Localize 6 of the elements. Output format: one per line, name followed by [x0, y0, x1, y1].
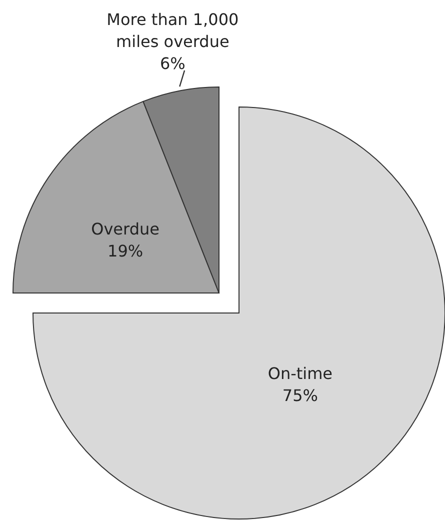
slice-label: Overdue	[91, 219, 160, 238]
slice-label: More than 1,000 miles overdue	[106, 10, 239, 52]
slice-label: On-time	[268, 364, 333, 384]
data-label: 6%	[160, 54, 186, 74]
data-label: 19%	[108, 241, 144, 260]
data-label: 75%	[282, 386, 318, 406]
